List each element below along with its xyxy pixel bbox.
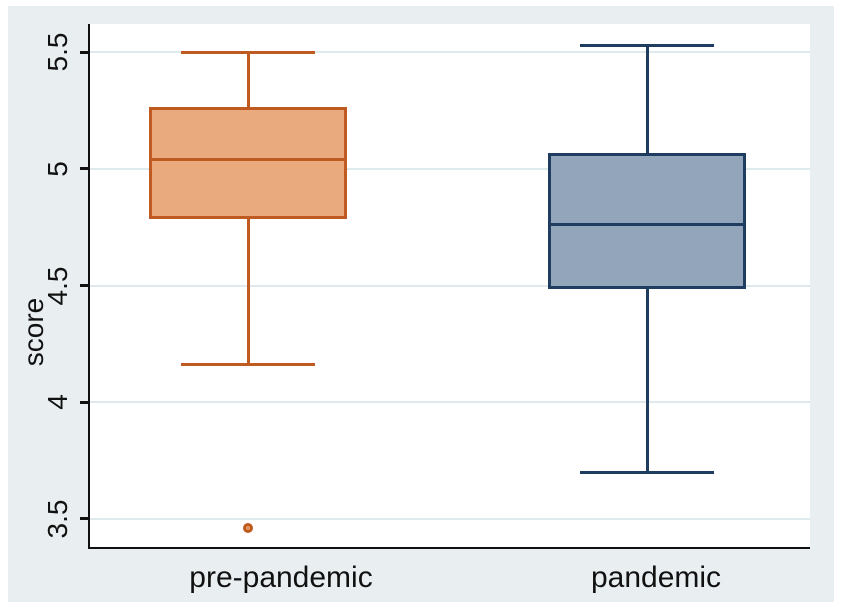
y-tick-5 (80, 167, 88, 171)
pandemic-upper-whisker (645, 45, 649, 155)
y-tick-3.5 (80, 517, 88, 521)
x-axis-label-pre-pandemic: pre-pandemic (189, 561, 373, 594)
pandemic-lower-whisker-cap (580, 470, 714, 474)
pandemic-upper-whisker-cap (580, 43, 714, 47)
x-axis-label-pandemic: pandemic (590, 561, 722, 594)
y-tick-4 (80, 400, 88, 404)
y-axis-line (88, 24, 90, 549)
pre-pandemic-outlier-0 (243, 523, 253, 534)
gridline-5 (90, 167, 810, 170)
pandemic-lower-whisker (645, 287, 649, 473)
x-axis-line (88, 547, 810, 549)
gridline-4 (90, 401, 810, 404)
pandemic-iqr-box (548, 153, 746, 290)
y-tick-label-4: 4 (42, 394, 73, 411)
gridline-3.5 (90, 517, 810, 520)
pre-pandemic-iqr-box (149, 106, 347, 220)
y-tick-5.5 (80, 50, 88, 54)
pre-pandemic-lower-whisker-cap (181, 363, 315, 367)
y-axis-title: score (18, 297, 49, 367)
y-tick-4.5 (80, 284, 88, 287)
y-tick-label-5.5: 5.5 (42, 32, 73, 72)
gridline-5.5 (90, 51, 810, 54)
pandemic-median-line (551, 223, 743, 227)
pre-pandemic-median-line (152, 157, 344, 161)
gridline-4.5 (90, 284, 810, 287)
pre-pandemic-upper-whisker (246, 52, 250, 109)
y-tick-label-5: 5 (42, 160, 73, 177)
pre-pandemic-lower-whisker (246, 217, 250, 365)
pre-pandemic-upper-whisker-cap (181, 50, 315, 54)
y-tick-label-3.5: 3.5 (42, 499, 73, 539)
